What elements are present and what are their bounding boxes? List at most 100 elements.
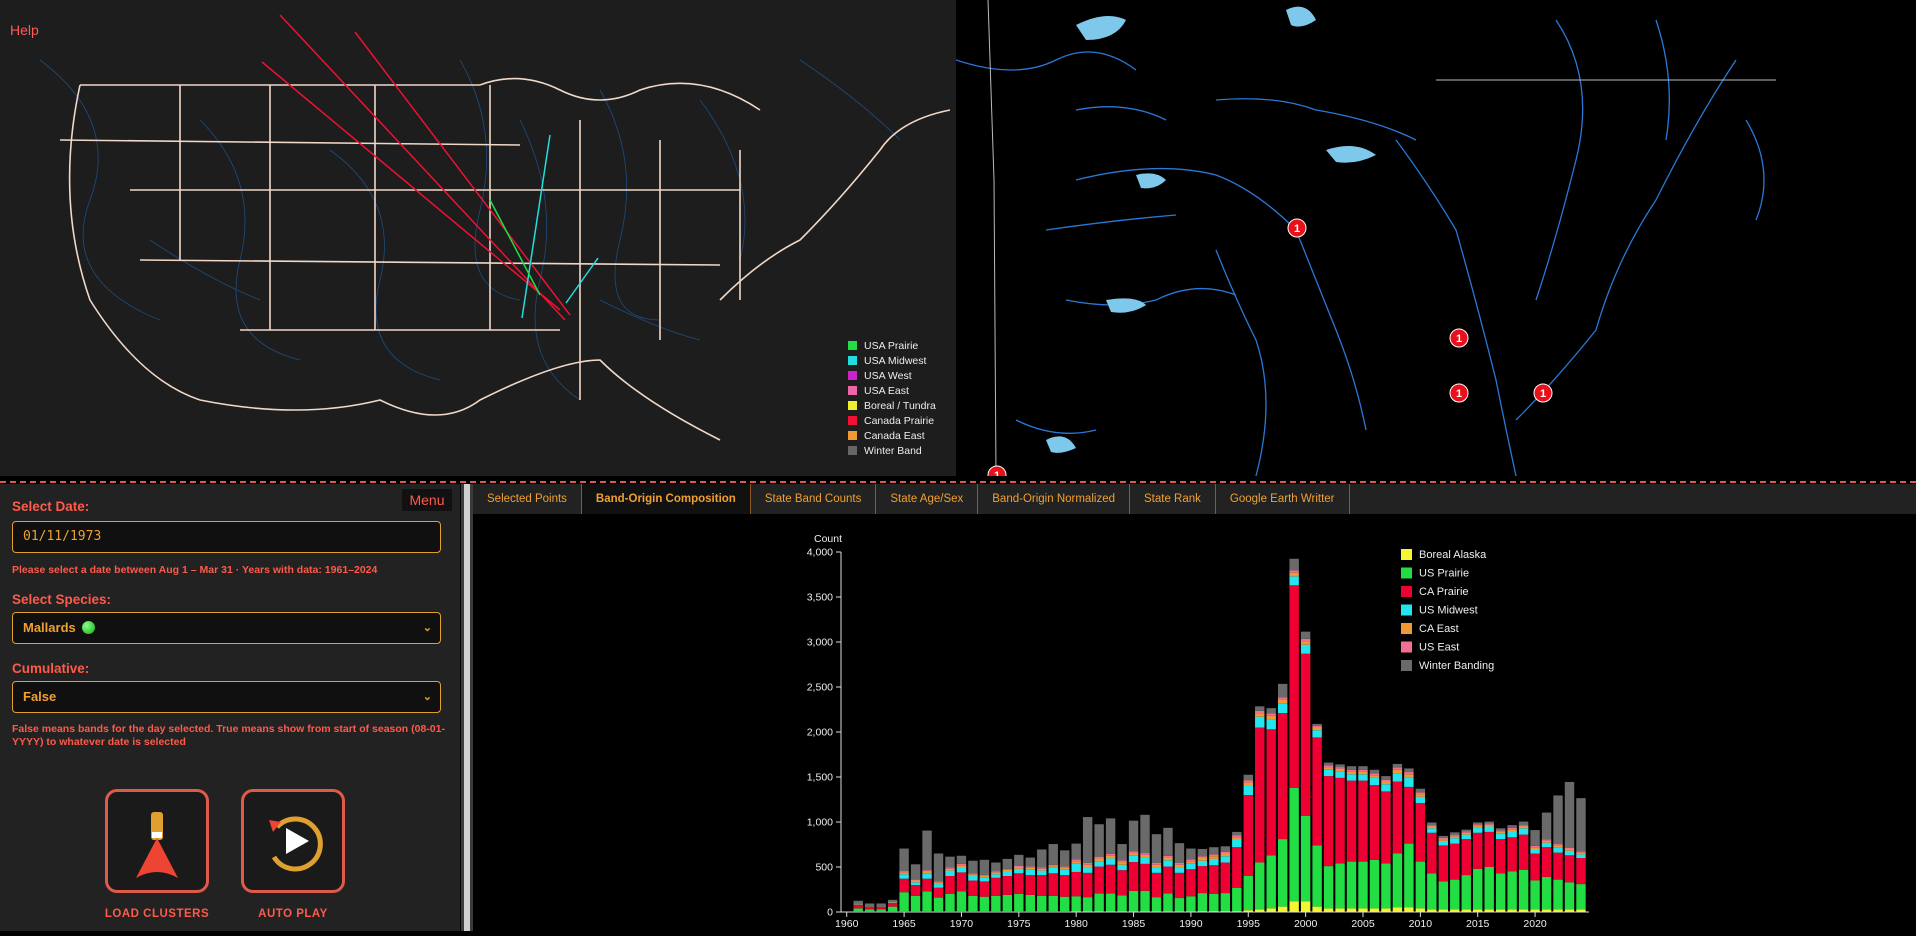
bar-segment (957, 867, 966, 872)
legend-swatch (848, 341, 857, 350)
help-link[interactable]: Help (10, 22, 39, 38)
bar-segment (1450, 844, 1459, 880)
bar-segment (876, 907, 885, 910)
bar-segment (934, 884, 943, 888)
bar-segment (980, 876, 989, 878)
bar-segment (1370, 908, 1379, 912)
tab-state-age-sex[interactable]: State Age/Sex (876, 484, 978, 514)
x-tick-label: 1960 (835, 918, 859, 930)
tab-google-earth-writter[interactable]: Google Earth Writter (1216, 484, 1350, 514)
bar-segment (1163, 858, 1172, 861)
bar-segment (1324, 866, 1333, 908)
cumulative-select[interactable]: False ⌄ (12, 681, 441, 713)
bar-segment (1129, 856, 1138, 862)
bar-segment (1416, 789, 1425, 793)
bar-segment (1439, 881, 1448, 909)
bar-segment (1484, 867, 1493, 909)
menu-button[interactable]: Menu (402, 489, 452, 511)
tab-state-rank[interactable]: State Rank (1130, 484, 1216, 514)
detail-map-view[interactable]: 1 1 1 1 1 (956, 0, 1916, 476)
bar-segment (1037, 849, 1046, 867)
bar-segment (1427, 909, 1436, 912)
bar-segment (1565, 851, 1574, 856)
band-markers[interactable]: 1 1 1 1 1 (988, 219, 1552, 476)
bar-segment (1186, 896, 1195, 911)
y-tick-label: 2,500 (807, 682, 833, 694)
chart-legend-swatch (1401, 605, 1412, 616)
bar-segment (1289, 576, 1298, 585)
bar-segment (1278, 684, 1287, 698)
bar-segment (1416, 797, 1425, 803)
bar-segment (1324, 763, 1333, 766)
bar-segment (1473, 869, 1482, 910)
bar-segment (888, 900, 897, 902)
bar-segment (1519, 828, 1528, 834)
bar-segment (1071, 861, 1080, 864)
x-tick-label: 1995 (1237, 918, 1261, 930)
bar-segment (1014, 866, 1023, 867)
species-label: Select Species: (12, 592, 111, 607)
legend-label: Canada Prairie (864, 415, 934, 427)
bar-segment (865, 909, 874, 912)
us-map-canvas[interactable] (0, 0, 956, 476)
pane-divider (0, 481, 1916, 483)
bar-segment (957, 864, 966, 865)
tab-band-origin-composition[interactable]: Band-Origin Composition (582, 484, 751, 514)
panel-resize-handle[interactable] (461, 484, 473, 931)
bar-segment (1037, 896, 1046, 912)
load-clusters-button[interactable] (105, 789, 209, 893)
bar-segment (1301, 645, 1310, 654)
bar-segment (1198, 856, 1207, 858)
bar-segment (945, 894, 954, 912)
bar-segment (1106, 854, 1115, 856)
auto-play-button[interactable] (241, 789, 345, 893)
tab-state-band-counts[interactable]: State Band Counts (751, 484, 877, 514)
bar-segment (1186, 849, 1195, 860)
bar-segment (1404, 908, 1413, 913)
bar-segment (1278, 703, 1287, 713)
bar-segment (1530, 854, 1539, 881)
bar-segment (1289, 788, 1298, 901)
bar-segment (1358, 908, 1367, 912)
band-count-marker[interactable]: 1 (1450, 329, 1468, 347)
bar-segment (1289, 559, 1298, 571)
detail-map-canvas[interactable]: 1 1 1 1 1 (956, 0, 1916, 476)
bar-segment (1255, 728, 1264, 863)
bar-segment (1301, 639, 1310, 641)
band-count-marker[interactable]: 1 (1288, 219, 1306, 237)
tab-band-origin-normalized[interactable]: Band-Origin Normalized (978, 484, 1130, 514)
bar-segment (1244, 780, 1253, 782)
band-count-marker[interactable]: 1 (1534, 384, 1552, 402)
tab-selected-points[interactable]: Selected Points (473, 484, 582, 514)
lakes (1046, 7, 1376, 453)
species-select[interactable]: Mallards ⌄ (12, 612, 441, 644)
x-tick-label: 2020 (1523, 918, 1547, 930)
bar-segment (1450, 832, 1459, 835)
bar-segment (865, 907, 874, 910)
bar-segment (1232, 832, 1241, 836)
bar-segment (1267, 714, 1276, 716)
bar-segment (1129, 821, 1138, 852)
bar-segment (1416, 908, 1425, 912)
bar-segment (922, 831, 931, 871)
bar-segment (1370, 860, 1379, 909)
bar-segment (1519, 909, 1528, 912)
bar-segment (1404, 768, 1413, 772)
bar-segment (1198, 849, 1207, 856)
band-count-marker[interactable]: 1 (1450, 384, 1468, 402)
band-count-marker[interactable]: 1 (988, 466, 1006, 476)
bar-segment (1542, 877, 1551, 909)
bar-segment (1209, 894, 1218, 911)
legend-label: Boreal / Tundra (864, 400, 936, 412)
svg-text:1: 1 (994, 470, 1000, 476)
bar-segment (968, 861, 977, 874)
bar-segment (854, 908, 863, 912)
map-legend-item: Canada East (848, 428, 936, 443)
bar-segment (1473, 822, 1482, 824)
date-input[interactable]: 01/11/1973 (12, 521, 441, 553)
bar-segment (1404, 844, 1413, 908)
legend-label: USA West (864, 370, 912, 382)
bar-segment (1565, 848, 1574, 849)
